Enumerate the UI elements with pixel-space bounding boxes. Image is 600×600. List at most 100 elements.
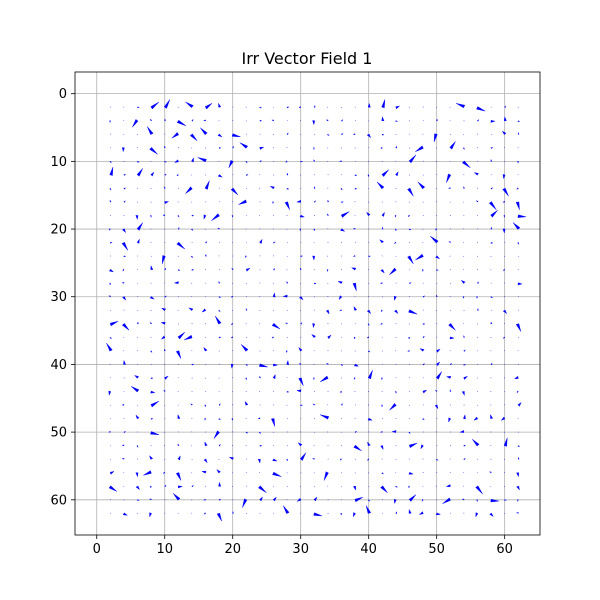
vector-arrow xyxy=(259,238,263,244)
vector-arrow xyxy=(368,255,372,258)
vector-arrow xyxy=(211,213,220,221)
vector-arrow xyxy=(352,227,356,230)
vector-arrow xyxy=(490,210,498,218)
x-tick-label: 50 xyxy=(428,542,445,557)
vector-arrow xyxy=(205,253,207,257)
vector-arrow xyxy=(160,321,166,325)
vector-arrow xyxy=(488,471,492,474)
vector-arrow xyxy=(313,200,317,203)
vector-arrow xyxy=(216,469,221,474)
vector-arrow xyxy=(408,336,410,340)
vector-arrow xyxy=(149,455,154,460)
vector-arrow xyxy=(490,498,499,503)
vector-arrow xyxy=(421,269,424,273)
vector-arrow xyxy=(430,235,439,244)
vector-arrow xyxy=(434,389,438,392)
vector-arrow xyxy=(109,471,115,475)
vector-arrow xyxy=(463,185,466,189)
vector-arrow xyxy=(160,307,167,312)
vector-arrow xyxy=(353,485,356,491)
vector-arrow xyxy=(286,280,289,284)
vector-arrow xyxy=(298,106,302,108)
vector-arrow xyxy=(449,141,456,150)
vector-arrow xyxy=(502,174,506,180)
vector-arrow xyxy=(381,404,383,408)
vector-arrow xyxy=(353,377,356,381)
vector-arrow xyxy=(340,512,342,516)
vector-arrow xyxy=(163,99,171,109)
vector-arrow xyxy=(327,213,330,216)
vector-arrow xyxy=(367,102,371,108)
vector-arrow xyxy=(150,377,154,380)
vector-arrow xyxy=(449,362,453,366)
vector-arrow xyxy=(258,363,268,368)
vector-arrow xyxy=(352,133,356,135)
vector-arrow xyxy=(515,323,522,332)
vector-arrow xyxy=(232,510,234,514)
vector-arrow xyxy=(191,485,195,488)
vector-arrow xyxy=(109,188,112,191)
vector-arrow xyxy=(230,336,234,339)
vector-arrow xyxy=(150,485,152,489)
vector-arrow xyxy=(232,145,234,149)
vector-arrow xyxy=(204,103,213,110)
vector-arrow xyxy=(512,222,521,230)
vector-arrow xyxy=(341,119,344,122)
vector-arrow xyxy=(339,458,342,461)
vector-arrow xyxy=(244,400,249,406)
vector-arrow xyxy=(137,499,141,501)
vector-arrow xyxy=(417,181,426,190)
vector-arrow xyxy=(163,389,166,392)
vector-arrow xyxy=(109,120,111,124)
vector-arrow xyxy=(218,296,222,298)
vector-arrow xyxy=(461,498,465,501)
vector-arrow xyxy=(407,255,414,265)
vector-arrow xyxy=(122,228,127,234)
vector-arrow xyxy=(476,499,478,503)
vector-arrow xyxy=(189,133,198,141)
vector-arrow xyxy=(395,485,399,488)
vector-arrow xyxy=(204,404,207,408)
vector-arrow xyxy=(389,267,397,275)
vector-arrow xyxy=(353,305,358,311)
vector-arrow xyxy=(415,253,424,261)
vector-arrow xyxy=(164,201,170,205)
vector-arrow xyxy=(272,363,279,367)
vector-arrow xyxy=(389,402,397,411)
vector-arrow xyxy=(259,496,263,502)
vector-arrow xyxy=(218,147,222,149)
vector-arrow xyxy=(340,390,343,394)
vector-arrow xyxy=(515,512,519,514)
vector-arrow xyxy=(476,307,479,311)
vector-arrow xyxy=(366,309,372,315)
y-tick-label: 60 xyxy=(50,493,67,508)
vector-arrow xyxy=(503,437,508,447)
vector-arrow xyxy=(325,309,330,315)
vector-arrow xyxy=(230,295,234,298)
vector-arrow xyxy=(271,119,275,122)
vector-arrow xyxy=(379,239,384,244)
vector-arrow xyxy=(341,201,345,204)
vector-arrow xyxy=(463,414,466,420)
vector-arrow xyxy=(239,142,249,149)
vector-arrow xyxy=(327,199,330,203)
vector-arrow xyxy=(463,363,467,366)
vector-arrow xyxy=(286,172,289,176)
vector-arrow xyxy=(164,173,167,176)
vector-arrow xyxy=(435,294,438,298)
vector-arrow xyxy=(313,228,316,232)
vector-arrow xyxy=(434,404,439,410)
vector-arrow xyxy=(245,307,248,311)
axis-ticks: 0 10 20 30 40 50 60 0 10 20 30 40 50 60 xyxy=(50,87,512,557)
vector-arrow xyxy=(271,322,281,330)
vector-arrow xyxy=(108,390,112,396)
vector-arrow xyxy=(245,377,247,381)
vector-arrow xyxy=(311,458,315,460)
vector-arrow xyxy=(516,187,519,190)
vector-arrow xyxy=(434,228,438,231)
vector-arrow xyxy=(269,185,275,190)
vector-arrow xyxy=(504,499,508,501)
vector-arrow xyxy=(191,363,195,366)
vector-arrow xyxy=(259,160,263,163)
vector-arrow xyxy=(257,458,261,464)
